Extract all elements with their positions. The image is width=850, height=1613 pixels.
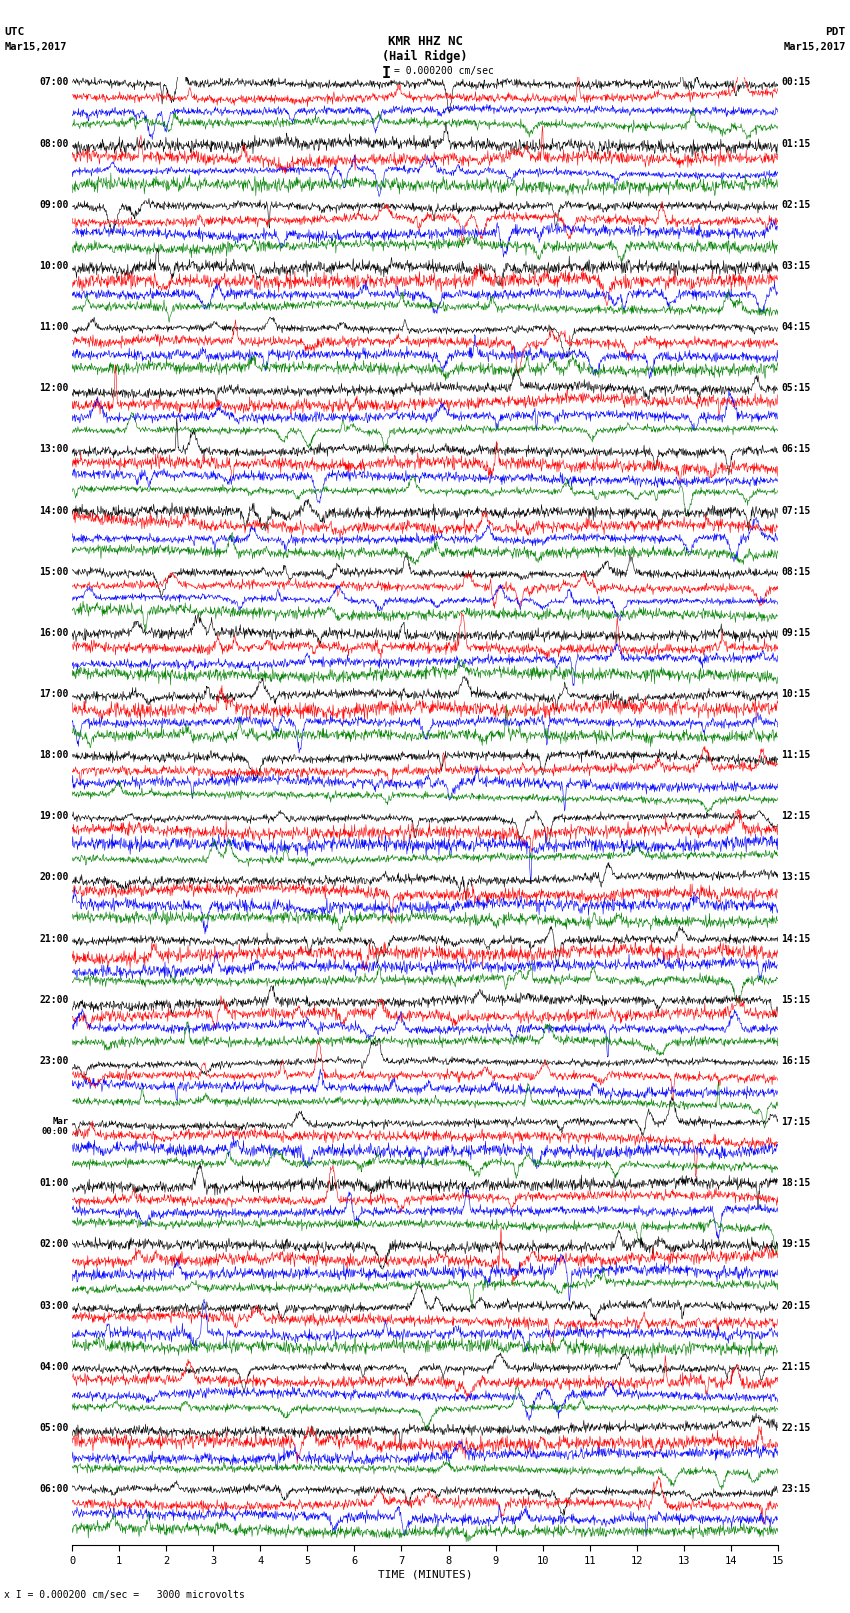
Text: 19:15: 19:15	[781, 1239, 811, 1250]
Text: 22:00: 22:00	[39, 995, 69, 1005]
Text: 04:15: 04:15	[781, 323, 811, 332]
Text: 07:15: 07:15	[781, 505, 811, 516]
Text: 05:00: 05:00	[39, 1423, 69, 1432]
Text: 04:00: 04:00	[39, 1361, 69, 1371]
Text: 23:15: 23:15	[781, 1484, 811, 1494]
Text: 18:00: 18:00	[39, 750, 69, 760]
Text: 12:15: 12:15	[781, 811, 811, 821]
Text: 18:15: 18:15	[781, 1177, 811, 1189]
Text: 13:00: 13:00	[39, 445, 69, 455]
Text: 10:00: 10:00	[39, 261, 69, 271]
Text: 01:15: 01:15	[781, 139, 811, 148]
Text: Mar
00:00: Mar 00:00	[42, 1118, 69, 1136]
Text: (Hail Ridge): (Hail Ridge)	[382, 50, 468, 63]
Text: KMR HHZ NC: KMR HHZ NC	[388, 35, 462, 48]
Text: 16:00: 16:00	[39, 627, 69, 637]
Text: 02:15: 02:15	[781, 200, 811, 210]
Text: 03:15: 03:15	[781, 261, 811, 271]
Text: 09:00: 09:00	[39, 200, 69, 210]
Text: 17:15: 17:15	[781, 1118, 811, 1127]
Text: 23:00: 23:00	[39, 1057, 69, 1066]
Text: 21:00: 21:00	[39, 934, 69, 944]
Text: 16:15: 16:15	[781, 1057, 811, 1066]
Text: 14:00: 14:00	[39, 505, 69, 516]
Text: 07:00: 07:00	[39, 77, 69, 87]
Text: 11:00: 11:00	[39, 323, 69, 332]
Text: 00:15: 00:15	[781, 77, 811, 87]
Text: 15:15: 15:15	[781, 995, 811, 1005]
Text: 19:00: 19:00	[39, 811, 69, 821]
X-axis label: TIME (MINUTES): TIME (MINUTES)	[377, 1569, 473, 1579]
Text: 21:15: 21:15	[781, 1361, 811, 1371]
Text: 17:00: 17:00	[39, 689, 69, 698]
Text: UTC: UTC	[4, 27, 25, 37]
Text: 02:00: 02:00	[39, 1239, 69, 1250]
Text: 08:00: 08:00	[39, 139, 69, 148]
Text: 11:15: 11:15	[781, 750, 811, 760]
Text: 13:15: 13:15	[781, 873, 811, 882]
Text: PDT: PDT	[825, 27, 846, 37]
Text: 14:15: 14:15	[781, 934, 811, 944]
Text: 05:15: 05:15	[781, 384, 811, 394]
Text: 03:00: 03:00	[39, 1300, 69, 1311]
Text: 01:00: 01:00	[39, 1177, 69, 1189]
Text: 20:15: 20:15	[781, 1300, 811, 1311]
Text: 10:15: 10:15	[781, 689, 811, 698]
Text: 20:00: 20:00	[39, 873, 69, 882]
Text: 06:00: 06:00	[39, 1484, 69, 1494]
Text: x I = 0.000200 cm/sec =   3000 microvolts: x I = 0.000200 cm/sec = 3000 microvolts	[4, 1590, 245, 1600]
Text: 08:15: 08:15	[781, 566, 811, 577]
Text: = 0.000200 cm/sec: = 0.000200 cm/sec	[394, 66, 493, 76]
Text: 15:00: 15:00	[39, 566, 69, 577]
Text: 06:15: 06:15	[781, 445, 811, 455]
Text: 22:15: 22:15	[781, 1423, 811, 1432]
Text: 12:00: 12:00	[39, 384, 69, 394]
Text: I: I	[382, 66, 391, 81]
Text: Mar15,2017: Mar15,2017	[783, 42, 846, 52]
Text: 09:15: 09:15	[781, 627, 811, 637]
Text: Mar15,2017: Mar15,2017	[4, 42, 67, 52]
